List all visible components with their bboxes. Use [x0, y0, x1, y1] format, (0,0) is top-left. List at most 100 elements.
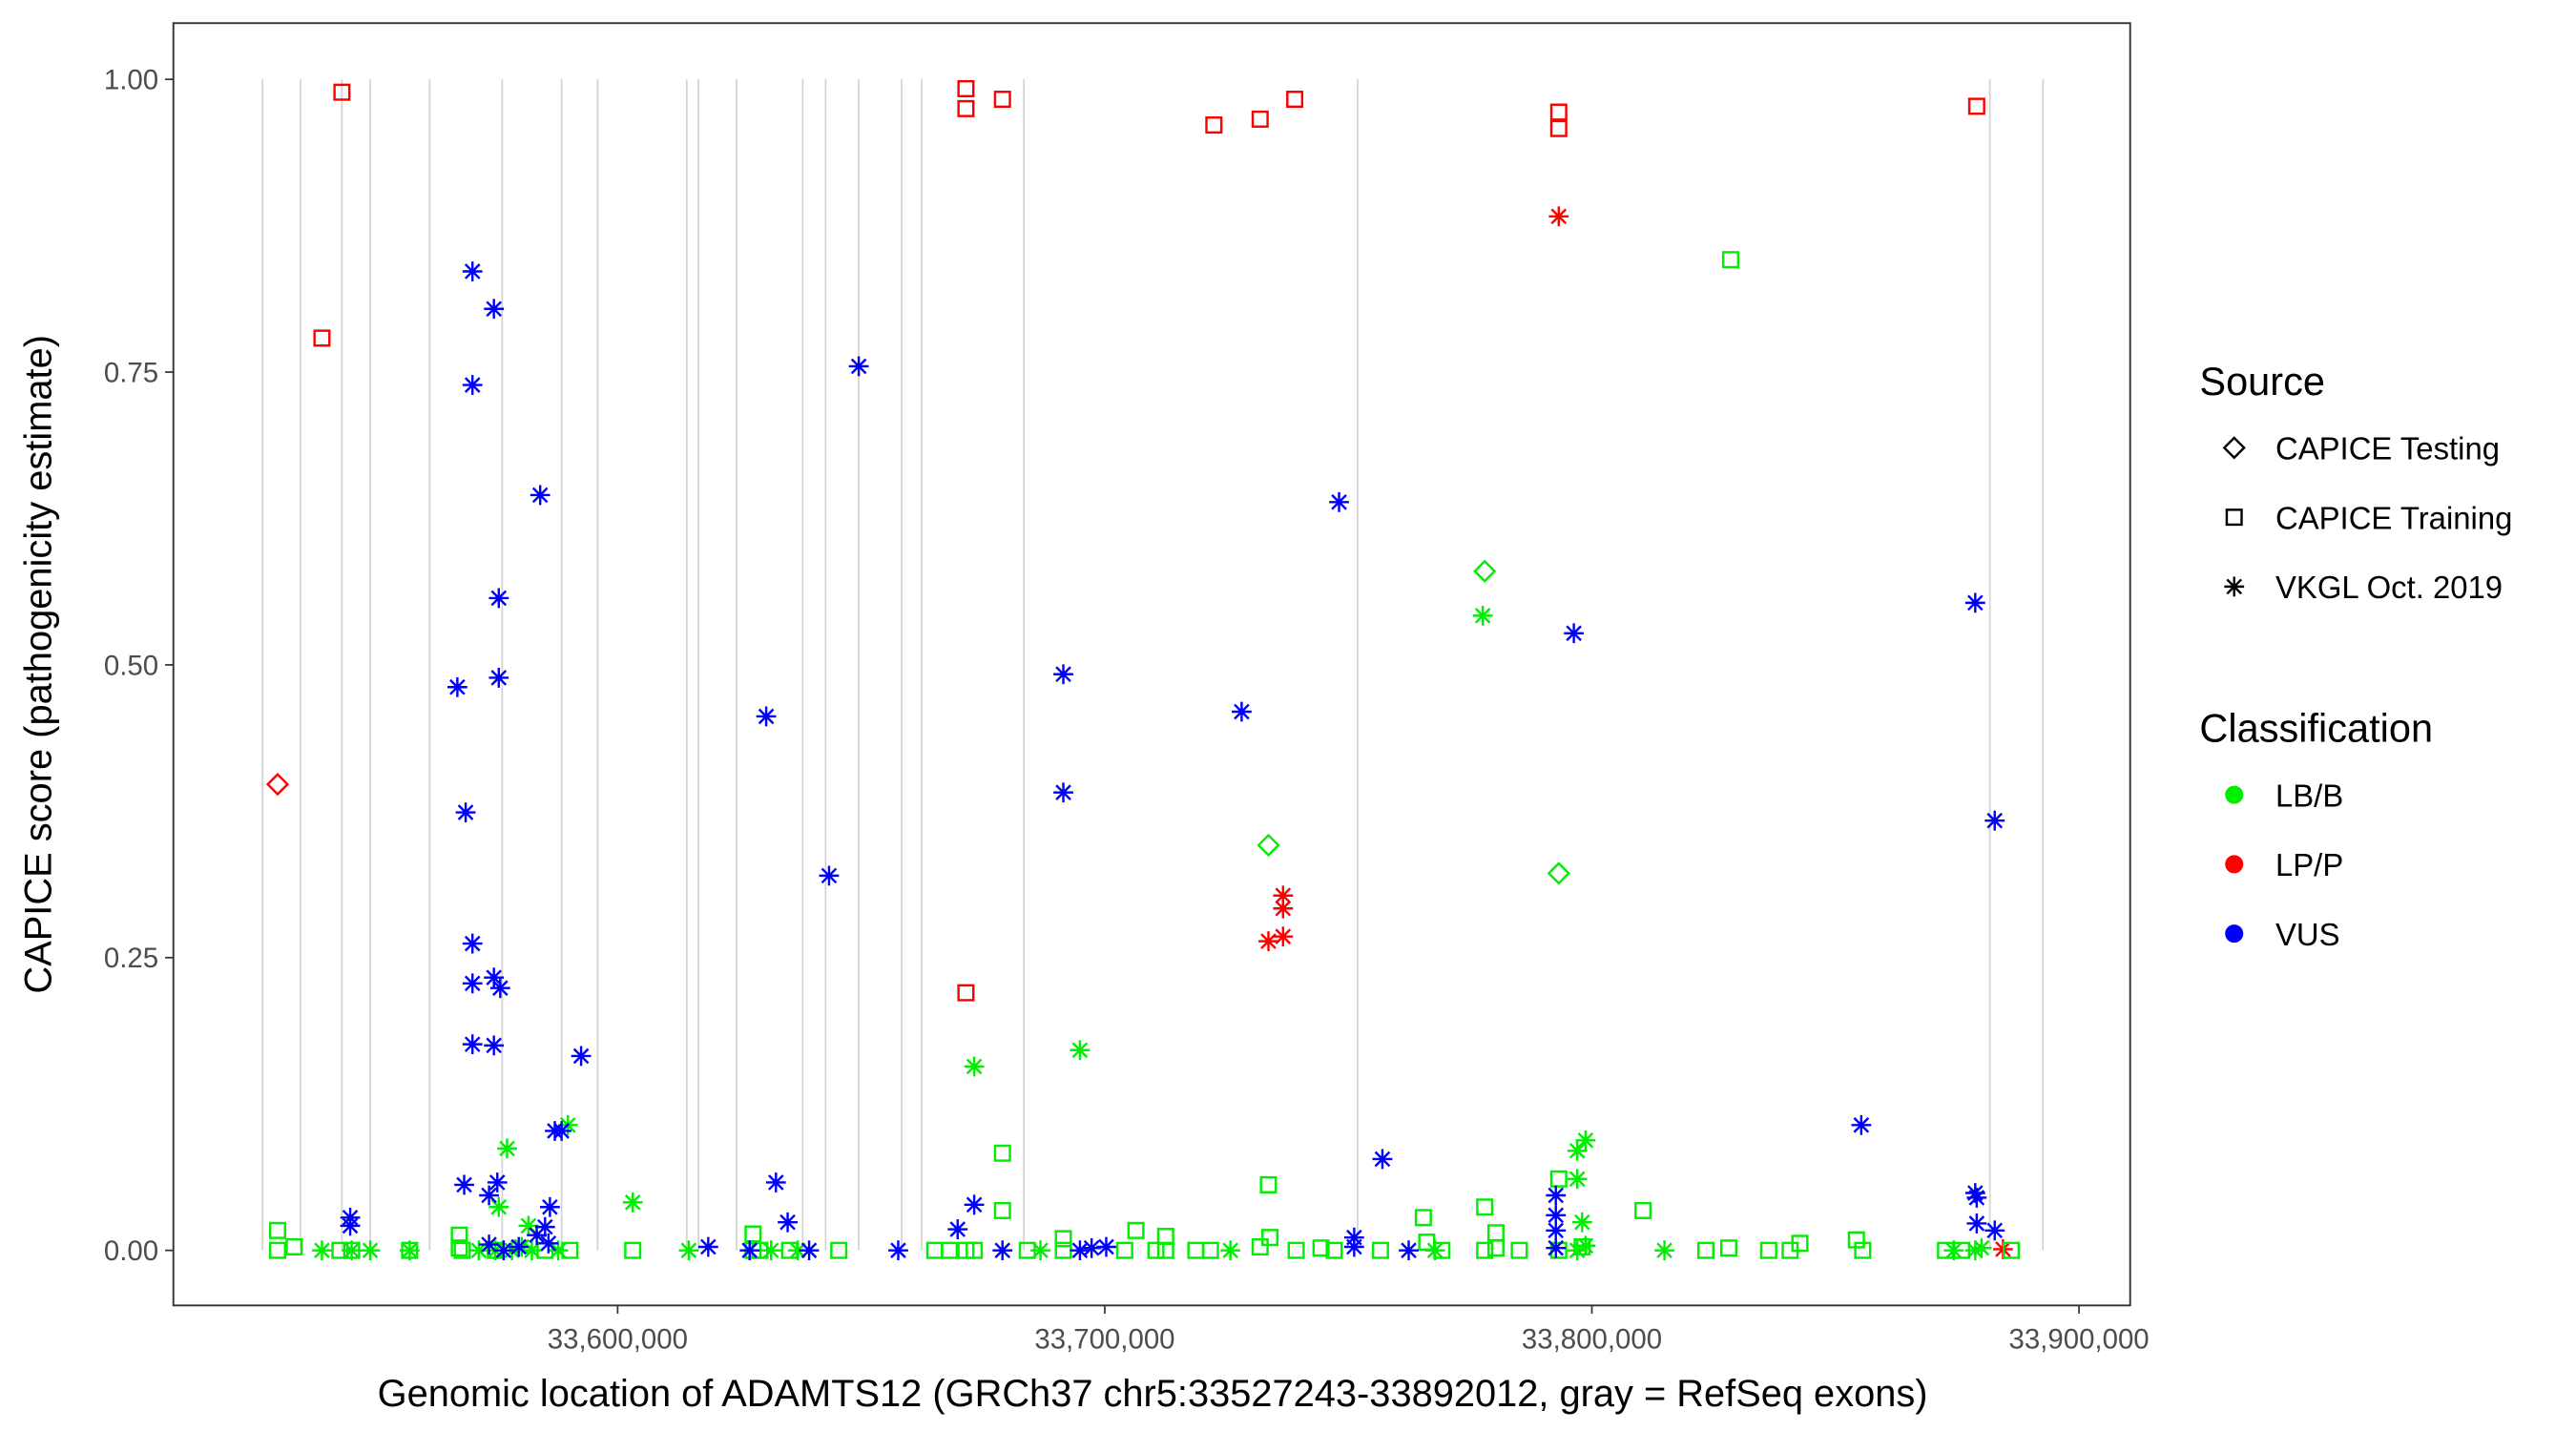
- data-point: [947, 1219, 968, 1239]
- square-marker: [1486, 1239, 1505, 1257]
- asterisk-marker: [522, 1240, 542, 1261]
- square-marker: [957, 99, 975, 117]
- data-point: [1414, 1209, 1432, 1227]
- data-point: [888, 1240, 908, 1261]
- asterisk-marker: [1984, 1220, 2005, 1241]
- data-point: [941, 1241, 959, 1259]
- x-axis: 33,600,000 33,700,000 33,800,000 33,900,000: [548, 1305, 2150, 1355]
- square-marker: [1634, 1201, 1652, 1219]
- x-axis-title: Genomic location of ADAMTS12 (GRCh37 chr…: [378, 1373, 1928, 1415]
- data-point: [1473, 559, 1497, 583]
- data-point: [1549, 119, 1568, 137]
- asterisk-marker: [312, 1240, 332, 1261]
- asterisk-marker: [454, 1174, 474, 1195]
- data-point: [1943, 1240, 1964, 1261]
- square-marker: [830, 1241, 848, 1259]
- y-tick-label: 0.50: [104, 650, 158, 681]
- square-marker: [1549, 103, 1568, 121]
- data-point: [534, 1216, 555, 1237]
- asterisk-marker: [622, 1192, 643, 1213]
- square-marker: [2225, 508, 2243, 527]
- asterisk-marker: [509, 1236, 530, 1257]
- square-marker: [2003, 1241, 2021, 1259]
- square-marker: [1251, 1237, 1269, 1255]
- data-point: [2003, 1241, 2021, 1259]
- asterisk-marker: [1564, 623, 1585, 644]
- square-marker: [1696, 1241, 1714, 1259]
- asterisk-marker: [1273, 926, 1294, 947]
- data-point: [1476, 1241, 1494, 1259]
- square-marker: [1205, 116, 1223, 135]
- asterisk-marker: [551, 1121, 572, 1141]
- asterisk-marker: [1575, 1235, 1596, 1256]
- data-point: [1696, 1241, 1714, 1259]
- data-points: [265, 79, 2021, 1261]
- data-point: [1259, 1175, 1278, 1193]
- data-point: [964, 1194, 985, 1215]
- asterisk-marker: [548, 1240, 569, 1261]
- asterisk-marker: [497, 1138, 517, 1159]
- square-marker: [285, 1237, 303, 1255]
- data-point: [313, 329, 331, 347]
- data-point: [488, 588, 509, 609]
- data-point: [487, 1172, 508, 1192]
- asterisk-marker: [462, 1034, 483, 1055]
- asterisk-marker: [799, 1240, 820, 1261]
- square-marker: [1286, 91, 1304, 109]
- data-point: [1567, 1169, 1588, 1190]
- square-marker: [1054, 1230, 1072, 1248]
- square-marker: [624, 1241, 642, 1259]
- square-marker: [333, 83, 351, 101]
- data-point: [1273, 926, 1294, 947]
- square-marker: [1549, 1241, 1568, 1259]
- data-point: [1287, 1241, 1305, 1259]
- asterisk-marker: [1399, 1240, 1419, 1261]
- asterisk-marker: [1053, 782, 1073, 803]
- asterisk-marker: [1472, 605, 1493, 626]
- asterisk-marker: [462, 973, 483, 994]
- data-point: [455, 802, 476, 822]
- square-marker: [1261, 1229, 1279, 1247]
- asterisk-marker: [484, 1035, 505, 1056]
- asterisk-marker: [756, 706, 777, 727]
- asterisk-marker: [479, 1234, 499, 1255]
- asterisk-marker: [479, 1185, 499, 1206]
- asterisk-marker: [489, 978, 510, 999]
- square-marker: [957, 984, 975, 1002]
- diamond-marker: [1257, 833, 1280, 858]
- data-point: [1546, 1185, 1567, 1206]
- data-point: [1546, 1205, 1567, 1226]
- data-point: [830, 1241, 848, 1259]
- asterisk-marker: [340, 1215, 361, 1236]
- asterisk-marker: [1329, 491, 1349, 512]
- data-point: [1722, 251, 1740, 269]
- square-marker: [1967, 97, 1985, 115]
- legend-source-label: CAPICE Training: [2275, 500, 2512, 535]
- square-marker: [1476, 1241, 1494, 1259]
- asterisk-marker: [493, 1240, 514, 1261]
- diamond-marker: [1547, 861, 1570, 885]
- data-point: [1081, 1237, 1102, 1258]
- panel-background: [173, 23, 2130, 1306]
- diamond-marker: [1473, 559, 1497, 583]
- data-point: [399, 1240, 420, 1261]
- data-point: [848, 356, 869, 377]
- data-point: [342, 1240, 362, 1261]
- data-point: [1312, 1239, 1330, 1257]
- data-point: [1964, 1240, 1985, 1261]
- square-marker: [1414, 1209, 1432, 1227]
- legend-source-title: Source: [2199, 359, 2325, 404]
- square-marker: [993, 1144, 1011, 1162]
- asterisk-marker: [964, 1194, 985, 1215]
- legend-key-square-icon: [2225, 508, 2243, 527]
- asterisk-marker: [1424, 1240, 1445, 1261]
- data-point: [1547, 861, 1570, 885]
- data-point: [1634, 1201, 1652, 1219]
- data-point: [957, 99, 975, 117]
- asterisk-marker: [1567, 1140, 1588, 1161]
- square-marker: [1854, 1241, 1872, 1259]
- diamond-marker: [265, 773, 290, 797]
- asterisk-marker: [1654, 1240, 1674, 1261]
- data-point: [1156, 1241, 1174, 1259]
- data-point: [1372, 1149, 1393, 1170]
